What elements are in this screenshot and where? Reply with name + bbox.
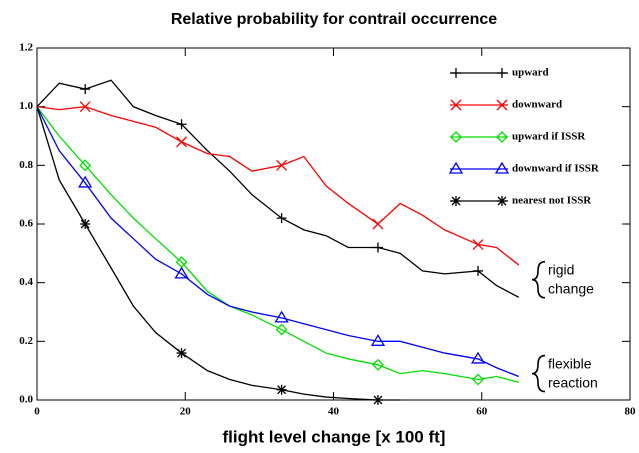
point-marker [79,159,92,172]
legend-label: upward [512,67,549,79]
point-marker [78,175,93,188]
point-marker [372,218,384,230]
point-marker [472,239,484,250]
y-tick-label: 0.8 [19,159,33,171]
brace [531,354,546,393]
point-marker [276,159,288,171]
legend-label: nearest not ISSR [512,195,592,207]
legend-marker [494,161,510,174]
point-marker [473,265,484,276]
series-line [36,106,520,266]
x-tick-label: 20 [180,406,192,418]
legend-marker [448,161,464,174]
y-tick-label: 1.2 [19,42,33,54]
point-marker [176,136,188,148]
legend-marker [451,196,461,206]
legend-marker [496,99,508,111]
legend-marker [497,68,507,78]
legend-marker [450,99,462,111]
legend-marker [451,68,461,78]
point-marker [470,351,486,364]
chart-title: Relative probability for contrail occurr… [171,11,497,28]
point-marker [176,119,187,130]
y-tick-label: 0.2 [19,335,33,347]
annotation: change [548,280,594,296]
brace [531,260,546,299]
x-tick-label: 0 [34,406,40,418]
x-tick-label: 80 [625,406,637,418]
legend-marker [496,131,508,143]
series-line [36,106,520,378]
point-marker [370,334,386,346]
annotation: reaction [548,374,598,390]
point-marker [276,213,287,224]
point-marker [276,384,287,395]
point-marker [79,101,91,113]
annotation: flexible [548,355,592,371]
point-marker [472,373,484,386]
legend-label: downward if ISSR [512,163,600,175]
x-tick-label: 60 [476,406,488,418]
point-marker [372,242,383,253]
y-tick-label: 1.0 [19,100,33,112]
legend-marker [497,196,507,206]
legend-marker [450,131,462,143]
annotation: rigid [548,261,574,277]
legend-label: downward [512,99,562,111]
x-axis-label: flight level change [x 100 ft] [223,427,446,446]
point-marker [174,266,189,279]
legend-label: upward if ISSR [512,131,586,143]
point-marker [80,84,91,95]
point-marker [372,395,383,405]
y-tick-label: 0.4 [19,276,33,288]
series-line [36,106,519,384]
point-marker [274,310,289,323]
point-marker [80,219,91,229]
point-marker [176,348,187,359]
y-tick-label: 0.0 [19,394,33,406]
series-line [36,106,401,401]
point-marker [372,358,384,371]
x-tick-label: 40 [328,406,340,418]
y-tick-label: 0.6 [19,218,33,230]
point-marker [275,323,288,336]
